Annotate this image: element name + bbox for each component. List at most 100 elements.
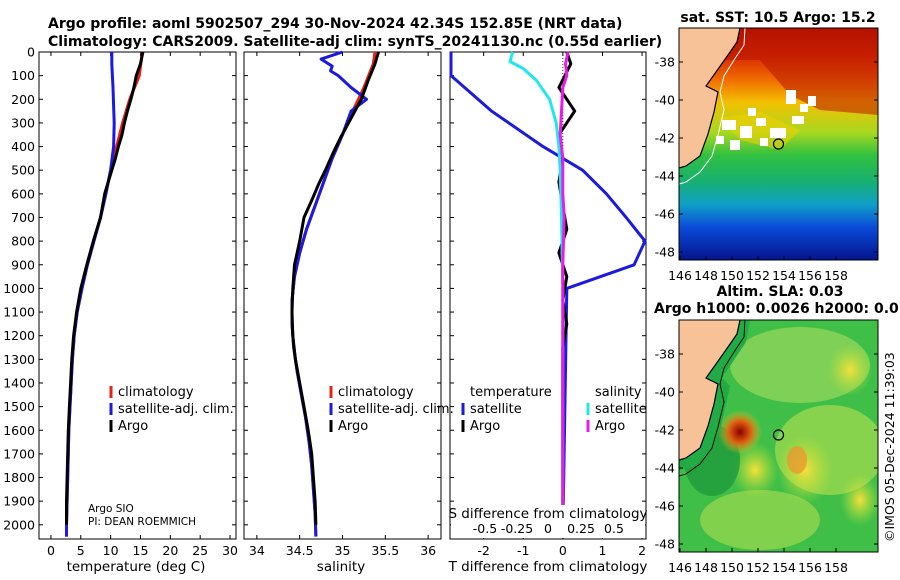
difference-profile-plot: -2 -1 0 1 2: [449, 51, 647, 558]
sst-map: [679, 28, 878, 260]
sla-argo-location-marker: [772, 429, 785, 441]
depth-tick-label: 300: [11, 115, 35, 130]
series-line-s-argo: [558, 51, 570, 525]
map-lon-label: 150: [720, 560, 744, 575]
x-tick-label: 35: [335, 543, 351, 558]
sst-map-title: sat. SST: 10.5 Argo: 15.2: [680, 10, 875, 26]
depth-tick-label: 1100: [3, 305, 35, 320]
map-lat-label: -46: [655, 207, 675, 222]
x-tick-label: 30: [222, 543, 238, 558]
depth-tick-label: 1200: [3, 328, 35, 343]
depth-tick-label: 1600: [3, 423, 35, 438]
map-lon-label: 154: [772, 268, 796, 283]
s-axis-label-background: [451, 505, 645, 538]
map-lon-label: 148: [694, 560, 718, 575]
depth-tick-label: 1400: [3, 375, 35, 390]
legend-label-satellite: satellite-adj. clim.: [118, 402, 234, 417]
sla-land: [679, 320, 740, 460]
depth-tick-label: 1000: [3, 281, 35, 296]
x-tick-label: 25: [192, 543, 208, 558]
s-tick-label: 0.5: [604, 521, 624, 536]
x-tick-label: -2: [477, 543, 489, 558]
series-line-s-satellite: [508, 51, 565, 537]
x-tick-label: 5: [77, 543, 85, 558]
map-lat-label: -46: [655, 499, 675, 514]
figure-title-line2: Climatology: CARS2009. Satellite-adj cli…: [48, 34, 662, 50]
sla-yellow-patch: [828, 344, 872, 396]
map-lat-label: -48: [655, 537, 675, 552]
legend-title-temperature: temperature: [470, 385, 552, 400]
map-lon-label: 158: [824, 560, 848, 575]
x-tick-label: -1: [517, 543, 529, 558]
salinity-xlabel: salinity: [317, 559, 365, 575]
depth-tick-label: 200: [11, 92, 35, 107]
temperature-xlabel: temperature (deg C): [67, 559, 206, 575]
sst-cool-intrusion: [720, 112, 800, 150]
legend-label-s-argo: Argo: [595, 419, 625, 434]
x-tick-label: 20: [162, 543, 178, 558]
map-lon-label: 152: [746, 560, 770, 575]
sst-contour: [679, 28, 746, 185]
map-lat-label: -42: [655, 131, 675, 146]
sla-coastline: [679, 320, 741, 461]
x-tick-label: 36: [420, 543, 436, 558]
s-tick-label: -0.5: [473, 521, 497, 536]
depth-tick-label: 0: [27, 45, 35, 60]
depth-tick-label: 1300: [3, 352, 35, 367]
map-lon-label: 154: [772, 560, 796, 575]
map-lon-label: 156: [798, 268, 822, 283]
x-tick-label: 1: [598, 543, 606, 558]
series-line-argo: [65, 51, 145, 525]
x-tick-label: 10: [103, 543, 119, 558]
depth-tick-label: 900: [11, 257, 35, 272]
sla-map: [679, 320, 878, 552]
map-lat-label: -42: [655, 423, 675, 438]
map-lon-label: 146: [668, 560, 692, 575]
series-line-argo: [290, 51, 380, 525]
sst-land: [679, 28, 740, 168]
sla-yellow-patch: [840, 474, 878, 526]
map-lat-label: -40: [655, 385, 675, 400]
map-lon-label: 156: [798, 560, 822, 575]
legend-label-t-satellite: satellite: [470, 402, 522, 417]
sst-argo-location-marker: [772, 138, 785, 150]
map-lon-label: 158: [824, 268, 848, 283]
series-line-t-satellite: [449, 52, 647, 537]
sla-contour: [679, 320, 746, 477]
series-line-climatology: [290, 51, 377, 537]
map-lon-label: 146: [668, 268, 692, 283]
depth-tick-label: 600: [11, 186, 35, 201]
sla-map-title-line1: Altim. SLA: 0.03: [716, 284, 843, 300]
sla-shelf-band: [679, 320, 750, 470]
x-tick-label: 35.5: [371, 543, 399, 558]
depth-tick-label: 1900: [3, 494, 35, 509]
depth-axis: 0 100 200 300 400 500 600 700 800 900 1000 1100 1200…: [3, 45, 646, 532]
s-difference-axis-label: S difference from climatology: [448, 506, 647, 522]
legend-label-satellite: satellite-adj. clim.: [338, 402, 454, 417]
x-tick-label: 0: [47, 543, 55, 558]
temperature-legend: climatology satellite-adj. clim. Argo: [109, 385, 234, 434]
legend-label-climatology: climatology: [118, 385, 194, 400]
sla-yellow-patch: [777, 435, 833, 505]
depth-tick-label: 2000: [3, 517, 35, 532]
map-lon-label: 150: [720, 268, 744, 283]
sla-map-frame: [678, 319, 879, 553]
map-lat-label: -44: [655, 169, 675, 184]
x-tick-label: 0: [559, 543, 567, 558]
sla-light-patch: [700, 490, 820, 550]
s-tick-label: 0.25: [567, 521, 595, 536]
sla-warm-eddy: [718, 410, 762, 454]
series-line-climatology: [65, 51, 144, 537]
temperature-panel-frame: [38, 51, 237, 540]
difference-xlabel: T difference from climatology: [448, 559, 648, 575]
sst-cloud-mask: [716, 90, 816, 150]
legend-title-salinity: salinity: [595, 385, 642, 400]
difference-legend: temperature salinity satellite Argo sate…: [461, 385, 647, 434]
sla-map-title-line2: Argo h1000: 0.0026 h2000: 0.016: [654, 301, 900, 317]
depth-tick-label: 1700: [3, 446, 35, 461]
sst-map-frame: [678, 27, 879, 261]
legend-label-argo: Argo: [338, 419, 368, 434]
depth-tick-label: 400: [11, 139, 35, 154]
depth-tick-label: 700: [11, 210, 35, 225]
